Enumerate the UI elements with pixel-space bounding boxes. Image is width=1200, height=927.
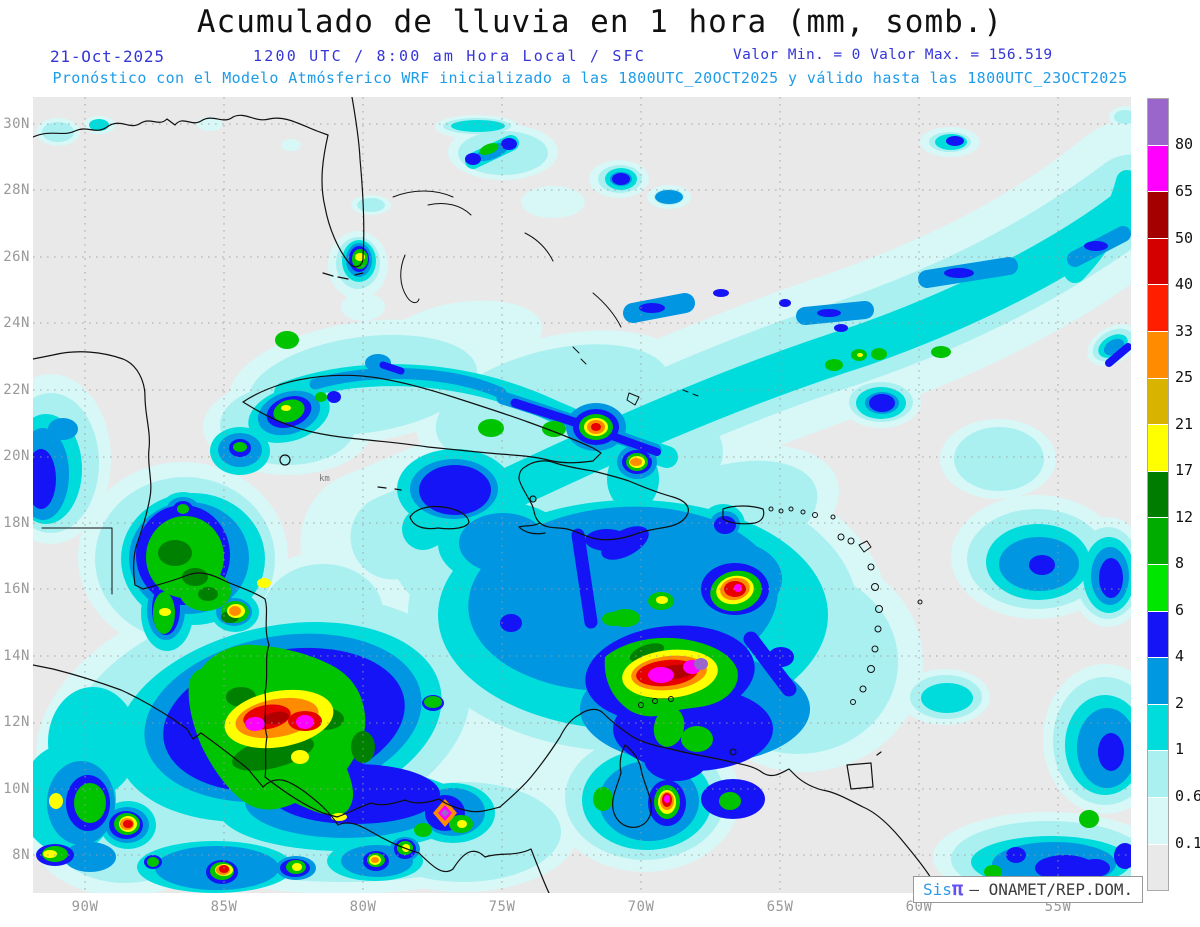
borders — [41, 527, 113, 595]
coast-puerto-rico — [722, 505, 765, 525]
valid-date: 21-Oct-2025 — [50, 47, 165, 66]
coast-florida — [321, 96, 365, 268]
lat-label: 10N — [3, 781, 30, 797]
pi-symbol: π — [951, 878, 964, 900]
colorbar-label: 12 — [1175, 508, 1194, 526]
colorbar-cell — [1148, 285, 1168, 332]
scale-note: km — [319, 474, 330, 484]
colorbar-label: 8 — [1175, 554, 1185, 572]
coast-jamaica — [409, 505, 470, 530]
colorbar-label: 0.1 — [1175, 834, 1200, 852]
colorbar-cell — [1148, 658, 1168, 705]
colorbar-panel: 80 65 50 40 33 25 21 17 12 8 6 4 2 1 0.6… — [1139, 95, 1200, 895]
grid-lines — [33, 97, 1131, 893]
lon-label: 70W — [627, 899, 655, 915]
lat-label: 16N — [3, 581, 30, 597]
colorbar-label: 80 — [1175, 135, 1194, 153]
colorbar-label: 40 — [1175, 275, 1194, 293]
lat-label: 24N — [3, 315, 30, 331]
lat-label: 8N — [12, 847, 30, 863]
florida-keys — [322, 272, 364, 280]
lon-label: 80W — [349, 899, 377, 915]
lesser-antilles — [638, 506, 923, 756]
coastlines — [32, 96, 942, 894]
lat-label: 28N — [3, 182, 30, 198]
lat-label: 26N — [3, 249, 30, 265]
colorbar-cell — [1148, 844, 1168, 891]
model-init-info: Pronóstico con el Modelo Atmósferico WRF… — [52, 69, 1128, 87]
branding-badge: Sisπ – ONAMET/REP.DOM. — [913, 876, 1144, 903]
colorbar-cell — [1148, 192, 1168, 239]
lon-label: 75W — [488, 899, 516, 915]
colorbar-label: 0.6 — [1175, 787, 1200, 805]
colorbar-cell — [1148, 518, 1168, 565]
lake-maracaibo — [612, 744, 652, 828]
map-area: km — [0, 96, 1200, 902]
valid-time: 1200 UTC / 8:00 am Hora Local / SFC — [253, 47, 647, 65]
isla-juventud — [279, 454, 291, 466]
lat-label: 18N — [3, 515, 30, 531]
colorbar-cell — [1148, 704, 1168, 752]
bahamas — [392, 190, 699, 406]
gonave — [529, 495, 537, 503]
colorbar-cell — [1148, 145, 1168, 193]
coast-us-gulf — [32, 114, 329, 138]
colorbar-label: 25 — [1175, 368, 1194, 386]
colorbar-label: 4 — [1175, 647, 1185, 665]
coast-south-america — [499, 708, 942, 894]
coast-trinidad — [846, 751, 882, 790]
colorbar-cell — [1148, 331, 1168, 379]
colorbar-label: 6 — [1175, 601, 1185, 619]
lon-label: 65W — [766, 899, 794, 915]
lat-label: 22N — [3, 382, 30, 398]
lat-label: 14N — [3, 648, 30, 664]
colorbar-label: 33 — [1175, 322, 1194, 340]
min-max-values: Valor Min. = 0 Valor Max. = 156.519 — [733, 47, 1053, 63]
lat-label: 20N — [3, 448, 30, 464]
precip-level-65 — [245, 584, 742, 821]
coast-pacific — [32, 664, 550, 894]
page-title: Acumulado de lluvia en 1 hora (mm, somb.… — [196, 4, 1004, 40]
forecast-map-svg: km — [0, 96, 1200, 902]
lat-label: 30N — [3, 116, 30, 132]
colorbar-cell — [1148, 425, 1168, 472]
sispi-label: Sis — [923, 880, 952, 899]
colorbar-cell — [1148, 797, 1168, 845]
colorbar-label: 50 — [1175, 229, 1194, 247]
lon-label: 60W — [905, 899, 933, 915]
colorbar-cell — [1148, 611, 1168, 659]
colorbar-cell — [1148, 378, 1168, 426]
colorbar-label: 65 — [1175, 182, 1194, 200]
colorbar — [1147, 98, 1169, 891]
lat-label: 12N — [3, 714, 30, 730]
colorbar-cell — [1148, 471, 1168, 519]
colorbar-label: 2 — [1175, 694, 1185, 712]
colorbar-label: 1 — [1175, 740, 1185, 758]
colorbar-cell — [1148, 238, 1168, 286]
coast-cuba — [242, 374, 602, 464]
cayman — [377, 486, 402, 491]
lon-label: 55W — [1044, 899, 1072, 915]
precip-level-80 — [441, 658, 708, 817]
onamet-label: – ONAMET/REP.DOM. — [969, 880, 1134, 899]
lon-label: 90W — [71, 899, 99, 915]
colorbar-cell — [1148, 751, 1168, 798]
lon-label: 85W — [210, 899, 238, 915]
colorbar-label: 21 — [1175, 415, 1194, 433]
coast-central-america — [32, 351, 501, 818]
colorbar-cell — [1148, 564, 1168, 612]
coast-hispaniola — [518, 460, 689, 541]
haiti-peninsula — [518, 522, 546, 535]
colorbar-label: 17 — [1175, 461, 1194, 479]
colorbar-cell — [1148, 99, 1168, 146]
